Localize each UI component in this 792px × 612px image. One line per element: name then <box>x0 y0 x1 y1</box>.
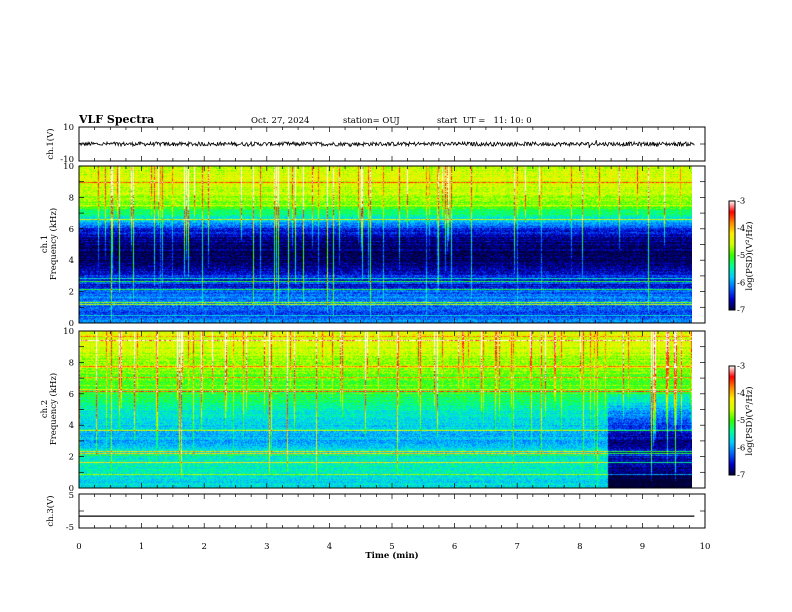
ch2-spectrogram-channel-label: ch.2 <box>40 400 50 418</box>
xtick-6: 6 <box>452 542 457 552</box>
ch1-spectrogram-panel: 0 2 4 6 8 10 ch.1 Frequency (kHz) <box>40 162 706 329</box>
ch2-spectrogram-ylabel: Frequency (kHz) <box>48 373 59 445</box>
ch2-spec-ytick-10: 10 <box>63 327 74 337</box>
header-station: station= OUJ <box>343 116 400 126</box>
ch1-spectrogram-channel-label: ch.1 <box>40 235 50 253</box>
ch2-spectrogram-ticks <box>78 330 706 489</box>
time-axis-label: Time (min) <box>365 550 418 561</box>
ch2-cbar-tick-m7: -7 <box>737 471 745 481</box>
ch3-waveform-ticks <box>78 494 706 528</box>
ch3-waveform-frame <box>78 493 706 529</box>
ch2-spec-ytick-6: 6 <box>69 390 74 400</box>
xtick-0: 0 <box>76 542 81 552</box>
ch1-colorbar-ticks: -3 -4 -5 -6 -7 <box>737 197 745 316</box>
ch1-ytick-top: 10 <box>63 123 74 133</box>
ch2-spec-ytick-0: 0 <box>69 484 74 494</box>
xtick-9: 9 <box>640 542 645 552</box>
ch1-waveform-panel: 10 -10 ch.1(V) <box>45 123 706 165</box>
ch2-cbar-tick-m5: -5 <box>737 416 745 426</box>
ch1-cbar-tick-m6: -6 <box>737 278 745 288</box>
ch1-cbar-tick-m3: -3 <box>737 197 745 207</box>
header-date: Oct. 27, 2024 <box>251 116 309 126</box>
ch1-spectrogram-ylabel: Frequency (kHz) <box>48 208 59 280</box>
ch1-cbar-tick-m7: -7 <box>737 306 745 316</box>
ch1-spec-ytick-2: 2 <box>69 288 74 298</box>
ch2-colorbar-label: log(PSD)(V²/Hz) <box>744 386 755 455</box>
xtick-1: 1 <box>139 542 144 552</box>
ch2-cbar-tick-m6: -6 <box>737 443 745 453</box>
time-axis-tick-labels: 0 1 2 3 4 5 6 7 8 9 10 <box>76 542 710 552</box>
xtick-2: 2 <box>201 542 206 552</box>
ch1-spectrogram-image-holder <box>79 166 692 323</box>
ch1-spec-ytick-4: 4 <box>69 256 74 266</box>
ch1-spectrogram-ytick-labels: 0 2 4 6 8 10 <box>63 162 74 329</box>
xtick-5: 5 <box>389 542 394 552</box>
xtick-10: 10 <box>700 542 711 552</box>
ch2-colorbar: -3 -4 -5 -6 -7 log(PSD)(V²/Hz) <box>728 362 755 481</box>
ch2-cbar-tick-m3: -3 <box>737 362 745 372</box>
ch1-colorbar-gradient <box>729 201 735 310</box>
ch1-waveform-ylabel: ch.1(V) <box>45 128 56 159</box>
ch1-spec-ytick-0: 0 <box>69 319 74 329</box>
xtick-4: 4 <box>327 542 332 552</box>
ch3-waveform-ylabel: ch.3(V) <box>45 495 56 526</box>
ch2-colorbar-gradient <box>729 366 735 475</box>
header-start-time: start UT = 11: 10: 0 <box>437 116 532 126</box>
figure-title: VLF Spectra <box>78 113 154 126</box>
ch2-cbar-tick-m4: -4 <box>737 389 745 399</box>
ch1-spec-ytick-8: 8 <box>69 193 74 203</box>
xtick-8: 8 <box>577 542 582 552</box>
ch1-spec-ytick-6: 6 <box>69 225 74 235</box>
ch1-spec-ytick-10: 10 <box>63 162 74 172</box>
ch1-cbar-tick-m4: -4 <box>737 224 745 234</box>
ch1-colorbar-frame <box>728 200 736 311</box>
ch1-ytick-bottom: -10 <box>60 155 74 165</box>
ch3-ytick-top: 5 <box>69 491 74 501</box>
ch2-spectrogram-heatmap <box>79 331 692 488</box>
ch3-ytick-bottom: -5 <box>66 523 74 533</box>
ch1-colorbar-label: log(PSD)(V²/Hz) <box>744 221 755 290</box>
ch2-colorbar-frame <box>728 365 736 476</box>
xtick-3: 3 <box>264 542 269 552</box>
ch2-spectrogram-panel: 0 2 4 6 8 10 ch.2 Frequency (kHz) <box>40 327 706 494</box>
ch3-waveform-panel: 5 -5 ch.3(V) <box>45 491 706 533</box>
ch1-spectrogram-heatmap <box>79 166 692 323</box>
ch2-spec-ytick-8: 8 <box>69 358 74 368</box>
ch1-colorbar: -3 -4 -5 -6 -7 log(PSD)(V²/Hz) <box>728 197 755 316</box>
ch1-spectrogram-ticks <box>78 165 706 324</box>
ch2-spectrogram-ytick-labels: 0 2 4 6 8 10 <box>63 327 74 494</box>
ch2-spec-ytick-4: 4 <box>69 421 74 431</box>
ch1-cbar-tick-m5: -5 <box>737 251 745 261</box>
ch2-spectrogram-image-holder <box>79 331 692 488</box>
ch2-spec-ytick-2: 2 <box>69 453 74 463</box>
ch2-colorbar-ticks: -3 -4 -5 -6 -7 <box>737 362 745 481</box>
xtick-7: 7 <box>514 542 519 552</box>
ch1-waveform-ticks <box>78 127 706 161</box>
ch1-waveform-trace <box>78 140 695 149</box>
